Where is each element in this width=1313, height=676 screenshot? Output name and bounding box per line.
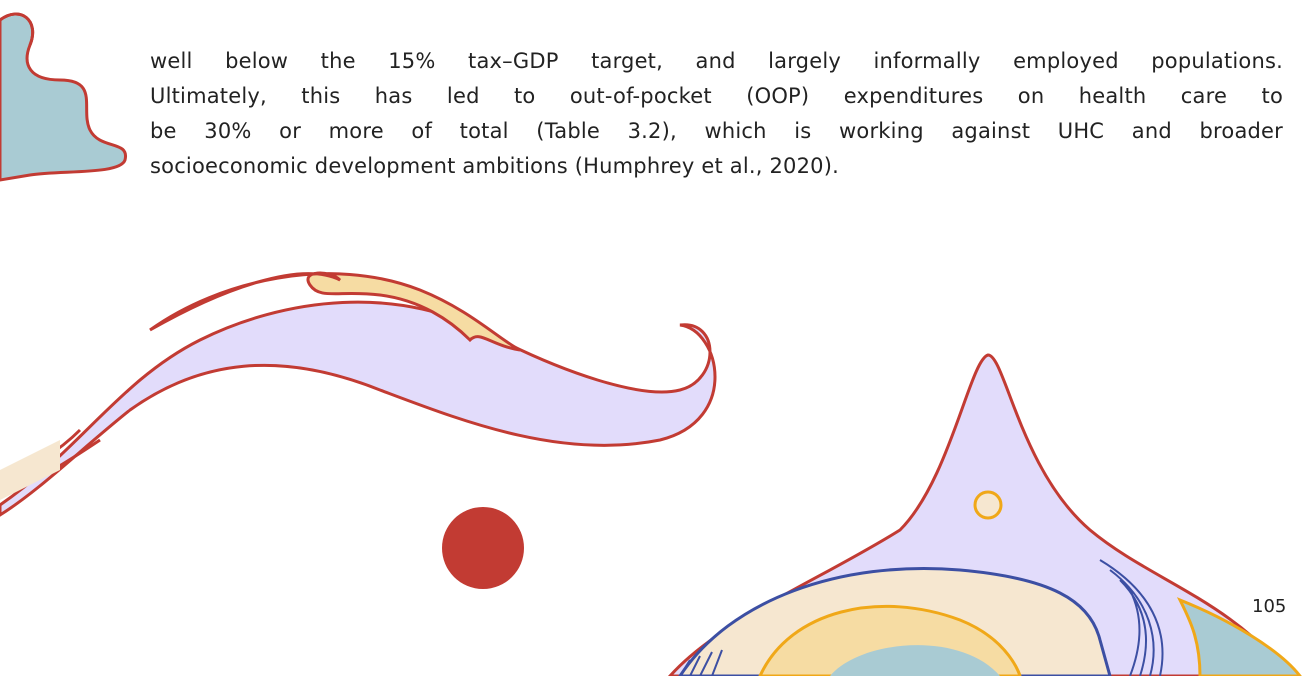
dot [442, 507, 524, 589]
page: well below the 15% tax–GDP target, and l… [0, 0, 1313, 676]
text-line: Ultimately, this has led to out-of-pocke… [150, 79, 1283, 114]
sun [975, 492, 1001, 518]
wave [0, 302, 715, 515]
text-line: be 30% or more of total (Table 3.2), whi… [150, 114, 1283, 149]
paragraph: well below the 15% tax–GDP target, and l… [150, 44, 1283, 184]
blob [0, 14, 126, 180]
page-number: 105 [1252, 596, 1286, 617]
text-line: socioeconomic development ambitions (Hum… [150, 149, 1283, 184]
text-line: well below the 15% tax–GDP target, and l… [150, 44, 1283, 79]
